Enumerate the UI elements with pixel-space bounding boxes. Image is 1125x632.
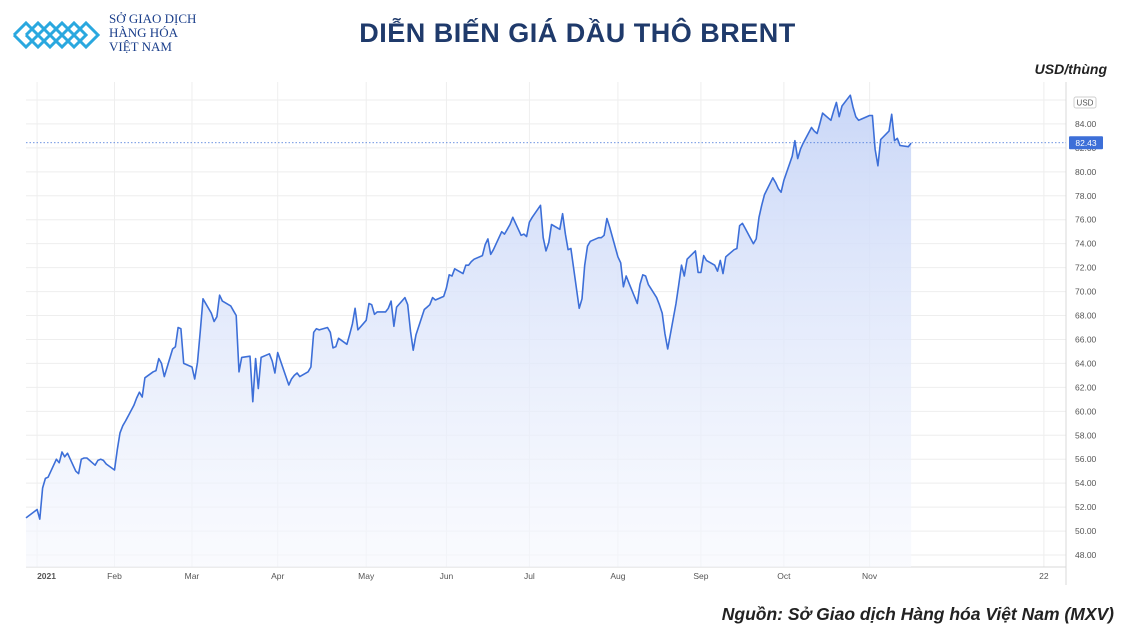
x-tick-label: Jul	[524, 571, 535, 581]
x-tick-label: Sep	[693, 571, 708, 581]
x-tick-label: Nov	[862, 571, 878, 581]
x-tick-label: May	[358, 571, 375, 581]
y-tick-label: 84.00	[1075, 119, 1097, 129]
y-tick-label: 62.00	[1075, 382, 1097, 392]
y-tick-label: 56.00	[1075, 454, 1097, 464]
y-tick-label: 66.00	[1075, 334, 1097, 344]
y-tick-label: 48.00	[1075, 550, 1097, 560]
x-tick-label: Jun	[440, 571, 454, 581]
x-tick-label: Feb	[107, 571, 122, 581]
y-tick-label: 72.00	[1075, 263, 1097, 273]
currency-label: USD	[1077, 99, 1094, 108]
y-tick-label: 54.00	[1075, 478, 1097, 488]
logo-lattice-icon	[12, 20, 101, 50]
chart-title: DIỄN BIẾN GIÁ DẦU THÔ BRENT	[359, 18, 796, 48]
x-tick-label: Oct	[777, 571, 791, 581]
y-tick-label: 60.00	[1075, 406, 1097, 416]
x-tick-label: Mar	[185, 571, 200, 581]
price-line	[25, 94, 912, 520]
x-tick-label: 2021	[37, 571, 56, 581]
x-tick-label: 22	[1039, 571, 1049, 581]
y-tick-label: 78.00	[1075, 191, 1097, 201]
last-price-label: 82.43	[1075, 138, 1097, 148]
y-tick-label: 68.00	[1075, 311, 1097, 321]
brand-logo: SỞ GIAO DỊCH HÀNG HÓA VIỆT NAM	[12, 10, 202, 60]
y-tick-label: 80.00	[1075, 167, 1097, 177]
y-tick-label: 58.00	[1075, 430, 1097, 440]
unit-label: USD/thùng	[1034, 61, 1107, 77]
y-tick-label: 76.00	[1075, 215, 1097, 225]
x-tick-label: Apr	[271, 571, 284, 581]
y-tick-label: 52.00	[1075, 502, 1097, 512]
source-note: Nguồn: Sở Giao dịch Hàng hóa Việt Nam (M…	[721, 604, 1114, 624]
y-tick-label: 70.00	[1075, 287, 1097, 297]
currency-box	[1073, 96, 1097, 109]
logo-text: SỞ GIAO DỊCH HÀNG HÓA VIỆT NAM	[109, 11, 197, 54]
y-tick-label: 64.00	[1075, 358, 1097, 368]
y-tick-label: 50.00	[1075, 526, 1097, 536]
price-area	[26, 95, 912, 567]
last-price-tag	[1069, 136, 1103, 150]
chart-canvas: 48.00 50.00 52.00 54.00 56.00 58.00 60.00 62.00…	[25, 82, 1103, 585]
y-tick-label: 74.00	[1075, 239, 1097, 249]
x-tick-label: Aug	[610, 571, 625, 581]
